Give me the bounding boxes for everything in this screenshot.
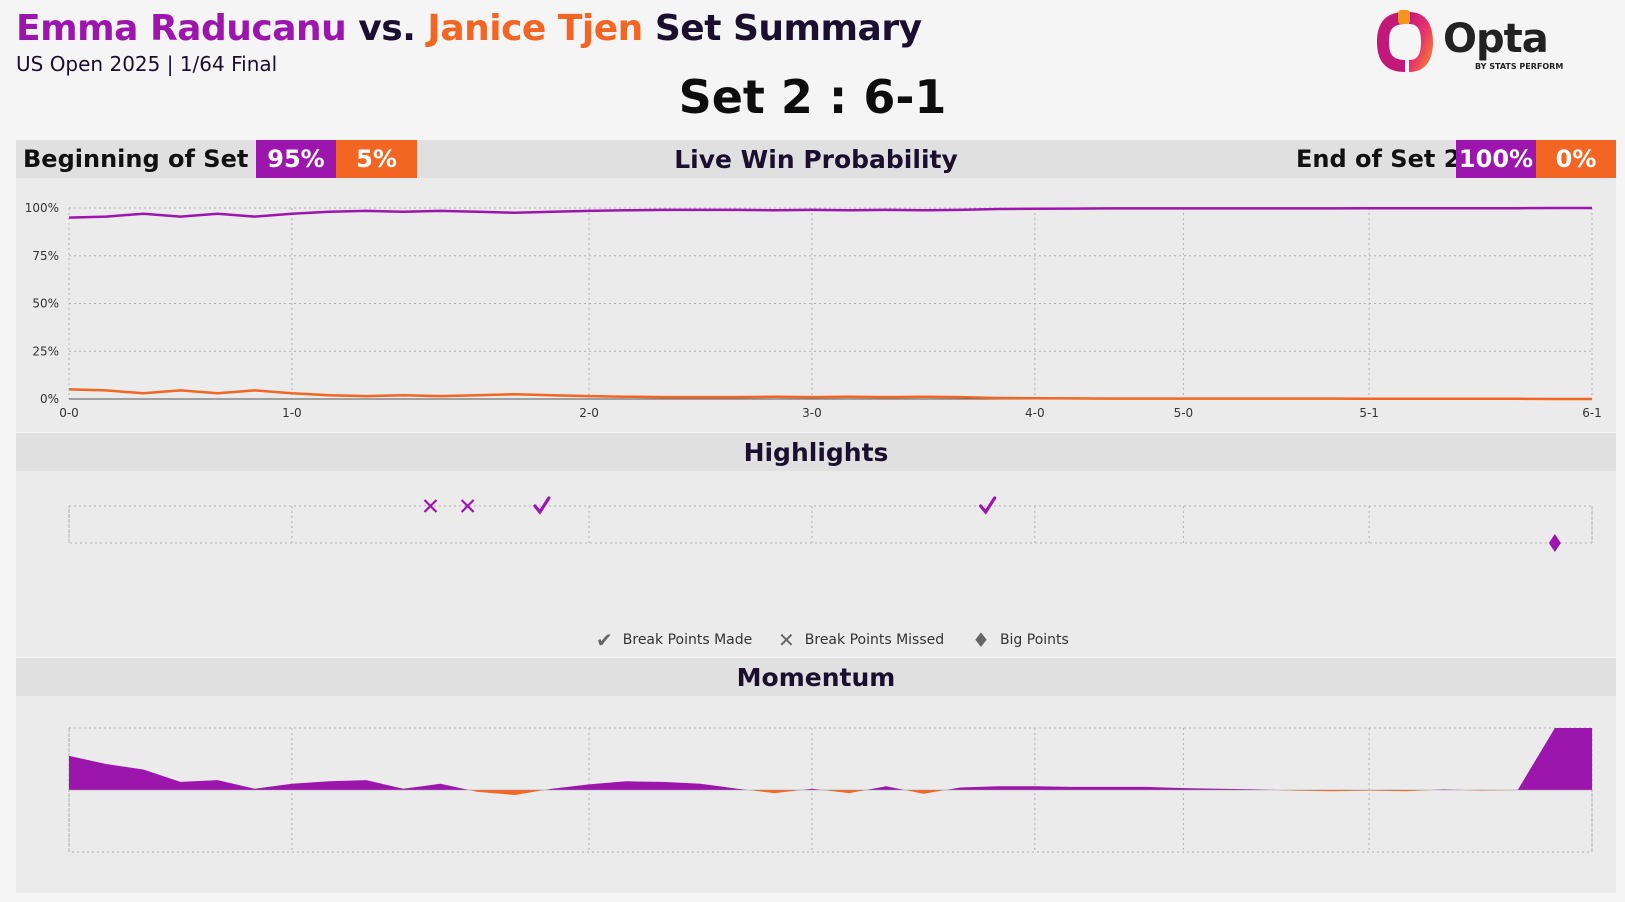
beginning-p2-pct: 5%	[336, 140, 417, 178]
chart-title: Emma Raducanu vs. Janice Tjen Set Summar…	[16, 8, 922, 49]
win-probability-title: Live Win Probability	[674, 145, 958, 174]
logo-text: Opta	[1443, 16, 1549, 62]
highlights-title: Highlights	[743, 438, 889, 467]
win-probability-chart: 0% 25% 50% 75% 100% 0-0 1-0 2-0 3-0 4-0 5-0 5-1 6-1	[25, 201, 1602, 420]
x-tick-label: 3-0	[802, 406, 822, 420]
momentum-area-player1	[69, 728, 1592, 790]
vs-text: vs.	[358, 8, 416, 49]
subtitle: US Open 2025 | 1/64 Final	[16, 52, 278, 76]
break-missed-marker	[460, 499, 475, 513]
win-probability-panel	[16, 178, 1616, 432]
x-tick-label: 4-0	[1025, 406, 1045, 420]
x-tick-label: 6-1	[1582, 406, 1602, 420]
win-probability-bar: Beginning of Set 2 95% 5% Live Win Proba…	[16, 140, 1616, 178]
y-tick-label: 50%	[32, 297, 59, 311]
set-score: Set 2 : 6-1	[678, 70, 947, 124]
legend-break-made: ✔ Break Points Made	[596, 628, 752, 652]
opta-logo: Opta BY STATS PERFORM	[1375, 10, 1565, 74]
x-tick-label: 1-0	[282, 406, 302, 420]
diamond-icon: ♦	[972, 628, 990, 652]
logo-subtext: BY STATS PERFORM	[1475, 62, 1564, 71]
legend-break-missed: ✕ Break Points Missed	[778, 628, 944, 652]
series-line-player1	[68, 206, 1592, 219]
legend-break-missed-label: Break Points Missed	[804, 632, 945, 648]
beginning-p1-pct: 95%	[256, 140, 336, 178]
beginning-label: Beginning of Set 2	[23, 145, 274, 173]
break-made-marker	[979, 496, 997, 515]
x-tick-label: 5-1	[1359, 406, 1379, 420]
x-tick-label: 5-0	[1174, 406, 1194, 420]
checkmark-icon: ✔	[596, 628, 613, 652]
y-tick-label: 0%	[40, 392, 59, 406]
highlights-chart	[68, 496, 1593, 552]
highlights-bar: Highlights	[16, 433, 1616, 471]
end-p1-pct: 100%	[1456, 140, 1536, 178]
player1-name: Emma Raducanu	[16, 8, 347, 49]
title-suffix: Set Summary	[654, 8, 922, 49]
cross-icon: ✕	[778, 628, 795, 652]
legend-big-points-label: Big Points	[999, 632, 1069, 648]
big-point-marker	[1548, 534, 1561, 552]
break-missed-marker	[423, 499, 438, 513]
highlights-panel	[16, 471, 1616, 657]
momentum-area-player2	[69, 790, 1592, 795]
momentum-title: Momentum	[736, 663, 896, 692]
momentum-chart	[68, 727, 1593, 853]
end-label: End of Set 2	[1296, 145, 1461, 173]
x-tick-label: 0-0	[59, 406, 79, 420]
y-tick-label: 75%	[32, 249, 59, 263]
end-p2-pct: 0%	[1536, 140, 1616, 178]
legend-break-made-label: Break Points Made	[622, 632, 753, 648]
series-line-player2	[68, 388, 1592, 401]
opta-logo-icon	[1377, 10, 1433, 72]
momentum-bar: Momentum	[16, 658, 1616, 696]
y-tick-label: 25%	[32, 344, 59, 358]
player2-name: Janice Tjen	[427, 8, 643, 49]
highlights-frame	[68, 505, 1593, 544]
momentum-panel	[16, 696, 1616, 893]
legend-big-points: ♦ Big Points	[972, 628, 1069, 652]
break-made-marker	[533, 496, 551, 515]
x-tick-label: 2-0	[579, 406, 599, 420]
y-tick-label: 100%	[25, 201, 59, 215]
